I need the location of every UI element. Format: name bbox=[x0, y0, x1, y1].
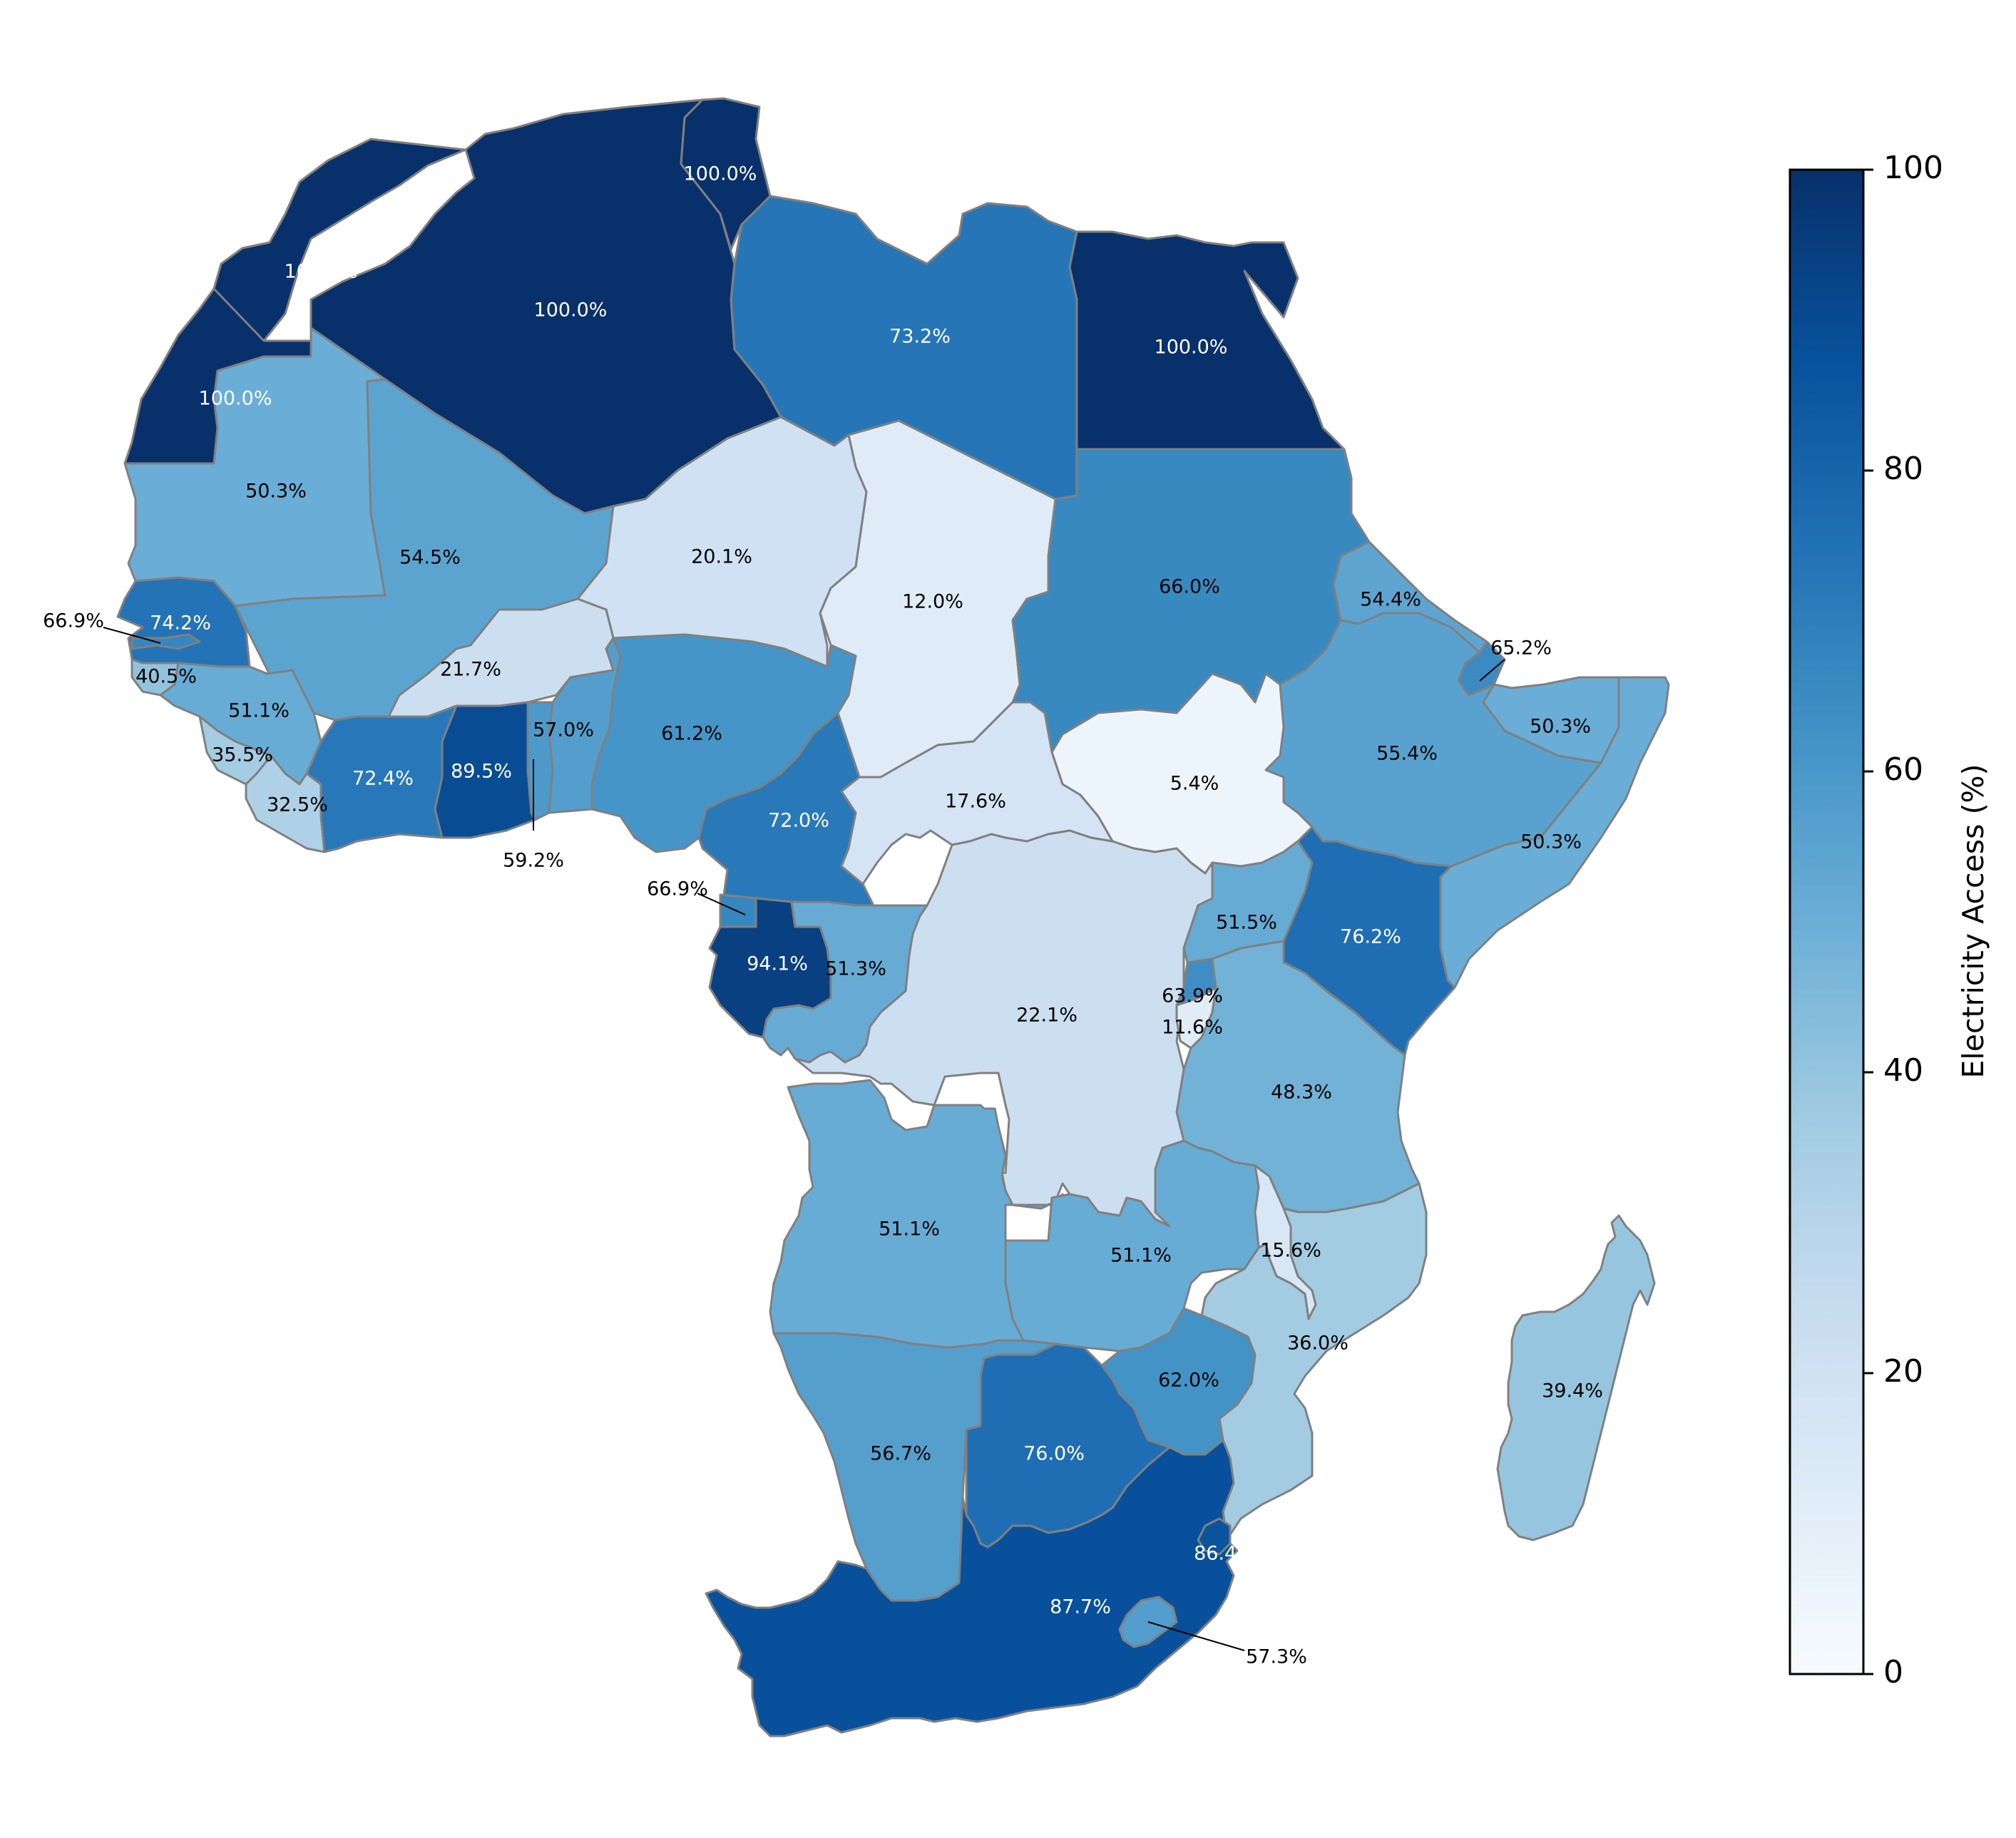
label-gambia: 66.9% bbox=[43, 610, 104, 632]
label-morocco: 100.0% bbox=[285, 261, 358, 283]
label-eswatini: 86.4% bbox=[1194, 1543, 1255, 1565]
region-gambia[interactable] bbox=[131, 633, 201, 650]
label-central-african-republic: 17.6% bbox=[945, 791, 1006, 813]
label-zambia: 51.1% bbox=[1110, 1245, 1172, 1267]
label-djibouti: 65.2% bbox=[1490, 637, 1552, 659]
country-shapes bbox=[116, 97, 1670, 1737]
label-south-africa: 87.7% bbox=[1050, 1596, 1111, 1618]
label-ivory-coast: 72.4% bbox=[352, 768, 414, 790]
colorbar-tick-label: 40 bbox=[1883, 1052, 1923, 1089]
value-labels: 100.0% 100.0% 100.0% 100.0% 73.2% 100.0%… bbox=[43, 163, 1603, 1668]
label-ethiopia: 55.4% bbox=[1376, 743, 1438, 765]
label-nigeria: 61.2% bbox=[661, 723, 722, 745]
colorbar-tick-label: 80 bbox=[1883, 451, 1923, 487]
colorbar-tick-label: 60 bbox=[1883, 751, 1923, 788]
leader-gambia bbox=[103, 627, 161, 644]
region-zambia[interactable] bbox=[1004, 1139, 1260, 1352]
label-chad: 12.0% bbox=[902, 591, 963, 613]
label-liberia: 32.5% bbox=[267, 794, 328, 816]
label-somaliland: 50.3% bbox=[1530, 716, 1591, 738]
label-sudan: 66.0% bbox=[1159, 576, 1220, 598]
colorbar-tick-label: 0 bbox=[1883, 1654, 1903, 1690]
label-eritrea: 54.4% bbox=[1360, 589, 1421, 611]
region-south-africa[interactable] bbox=[705, 1439, 1239, 1737]
label-burkina-faso: 21.7% bbox=[440, 659, 501, 681]
label-algeria: 100.0% bbox=[534, 299, 608, 322]
label-somalia: 50.3% bbox=[1520, 831, 1582, 853]
label-lesotho: 57.3% bbox=[1246, 1646, 1307, 1668]
label-ghana: 89.5% bbox=[451, 761, 512, 783]
label-senegal: 74.2% bbox=[150, 612, 211, 635]
region-madagascar[interactable] bbox=[1496, 1214, 1656, 1541]
label-togo: 59.2% bbox=[503, 850, 564, 872]
label-namibia: 56.7% bbox=[870, 1443, 931, 1465]
label-western-sahara: 100.0% bbox=[199, 388, 272, 410]
label-leader-lines bbox=[103, 627, 1505, 1651]
label-congo: 51.3% bbox=[825, 958, 886, 980]
label-tanzania: 48.3% bbox=[1271, 1082, 1332, 1104]
label-mozambique: 36.0% bbox=[1287, 1333, 1349, 1355]
colorbar-title: Electricity Access (%) bbox=[1956, 764, 1990, 1078]
label-south-sudan: 5.4% bbox=[1170, 773, 1219, 795]
colorbar-ticks: 0 20 40 60 80 100 bbox=[1863, 150, 1943, 1690]
label-botswana: 76.0% bbox=[1023, 1443, 1085, 1465]
label-malawi: 15.6% bbox=[1260, 1240, 1321, 1262]
label-guinea-bissau: 40.5% bbox=[135, 666, 197, 688]
label-kenya: 76.2% bbox=[1340, 926, 1401, 948]
region-eswatini[interactable] bbox=[1197, 1517, 1232, 1556]
label-dr-congo: 22.1% bbox=[1016, 1005, 1078, 1027]
label-mauritania: 50.3% bbox=[245, 481, 307, 503]
colorbar-tick-label: 20 bbox=[1883, 1353, 1923, 1390]
leader-djibouti bbox=[1479, 659, 1505, 682]
colorbar-tick-label: 100 bbox=[1883, 150, 1943, 186]
label-sierra-leone: 35.5% bbox=[212, 744, 273, 766]
label-mali: 54.5% bbox=[399, 547, 461, 569]
label-cameroon: 72.0% bbox=[768, 810, 829, 832]
label-madagascar: 39.4% bbox=[1542, 1380, 1603, 1402]
label-niger: 20.1% bbox=[691, 546, 752, 568]
label-egypt: 100.0% bbox=[1155, 337, 1228, 359]
colorbar-gradient bbox=[1789, 168, 1865, 1675]
region-kenya[interactable] bbox=[1282, 826, 1456, 1057]
label-tunisia: 100.0% bbox=[684, 163, 757, 185]
region-somalia[interactable] bbox=[1439, 676, 1670, 989]
colorbar-legend: 0 20 40 60 80 100 Electricity Access (%) bbox=[1789, 150, 1990, 1690]
leader-equatorial-guinea bbox=[697, 893, 746, 915]
label-libya: 73.2% bbox=[889, 326, 951, 348]
leader-lesotho bbox=[1147, 1621, 1245, 1651]
label-burundi: 11.6% bbox=[1162, 1017, 1223, 1039]
label-angola: 51.1% bbox=[879, 1218, 940, 1241]
label-equatorial-guinea: 66.9% bbox=[647, 878, 708, 900]
label-guinea: 51.1% bbox=[228, 700, 290, 722]
label-rwanda: 63.9% bbox=[1162, 985, 1223, 1007]
label-zimbabwe: 62.0% bbox=[1158, 1370, 1219, 1392]
region-angola[interactable] bbox=[769, 1079, 1064, 1349]
label-uganda: 51.5% bbox=[1216, 912, 1277, 934]
label-benin: 57.0% bbox=[533, 719, 594, 741]
label-gabon: 94.1% bbox=[747, 953, 808, 975]
